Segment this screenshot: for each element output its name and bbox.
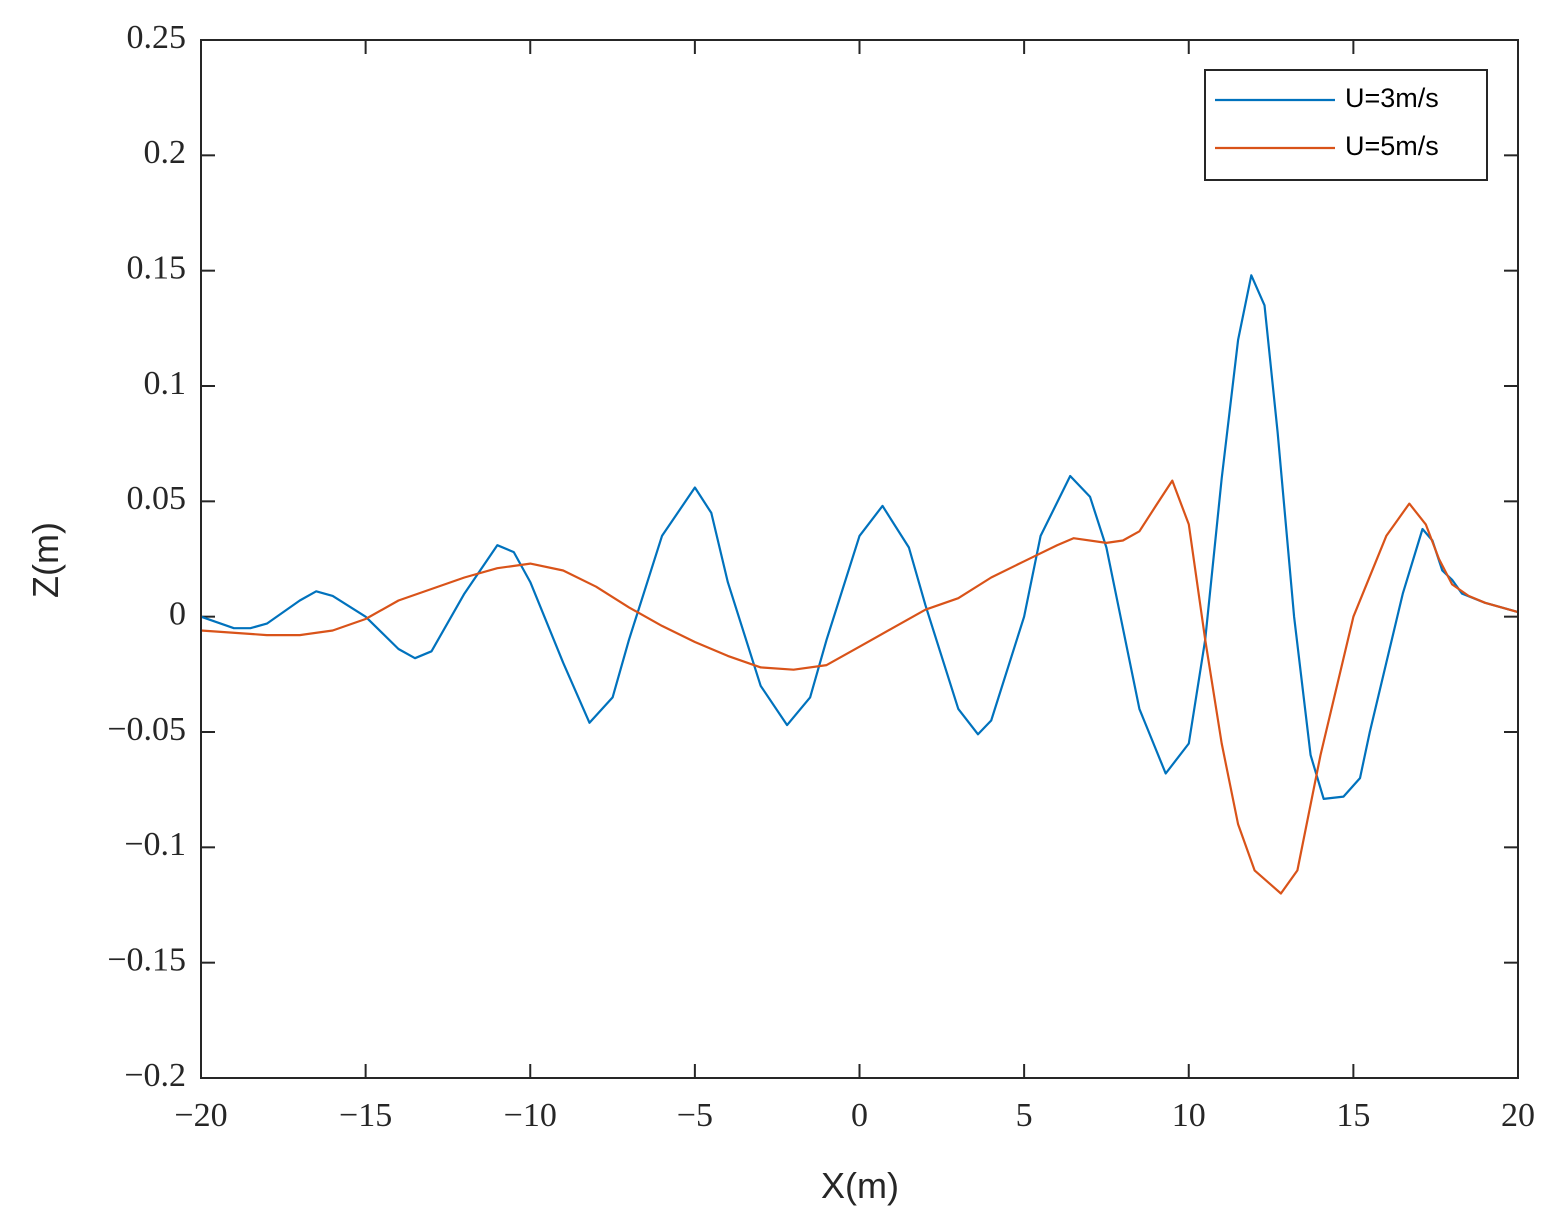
x-tick-label: 20: [1501, 1097, 1535, 1134]
x-tick-label: 15: [1336, 1097, 1370, 1134]
y-tick-label: −0.15: [107, 941, 186, 978]
legend-label: U=5m/s: [1345, 131, 1439, 161]
plot-frame: [200, 39, 1519, 1079]
x-axis-label: X(m): [821, 1165, 899, 1206]
y-axis-label: Z(m): [25, 522, 66, 598]
y-tick-label: 0.1: [144, 365, 187, 402]
x-tick-label: −20: [174, 1097, 227, 1134]
series-line: [200, 479, 1519, 895]
y-tick-label: −0.1: [124, 826, 186, 863]
x-tick-label: −10: [504, 1097, 557, 1134]
y-tick-label: −0.05: [107, 711, 186, 748]
x-tick-label: −5: [677, 1097, 713, 1134]
y-tick-label: 0.15: [127, 249, 187, 286]
x-tick-label: 5: [1016, 1097, 1033, 1134]
legend-label: U=3m/s: [1345, 83, 1439, 113]
series-line: [200, 274, 1519, 800]
y-tick-label: 0.2: [144, 134, 187, 171]
x-tick-label: 0: [851, 1097, 868, 1134]
y-tick-label: −0.2: [124, 1057, 186, 1094]
x-tick-label: 10: [1172, 1097, 1206, 1134]
legend-box: [1204, 69, 1488, 181]
x-tick-label: −15: [339, 1097, 392, 1134]
y-tick-label: 0.05: [127, 480, 187, 517]
y-tick-label: 0.25: [127, 19, 187, 56]
y-tick-label: 0: [169, 595, 186, 632]
